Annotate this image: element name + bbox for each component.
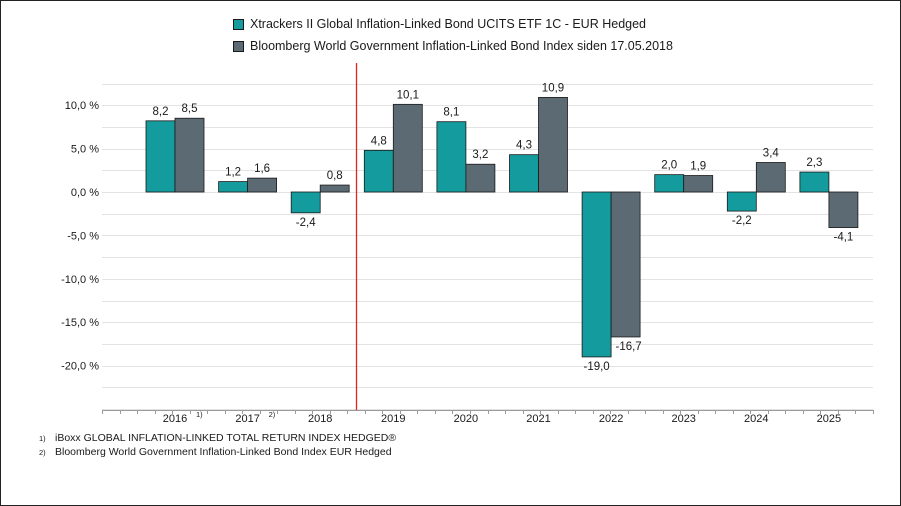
x-tick-label-2023: 2023 xyxy=(671,413,695,425)
data-label-index-2017: 1,6 xyxy=(254,163,270,175)
bar-index-2016 xyxy=(175,118,204,192)
data-label-index-2019: 10,1 xyxy=(397,89,419,101)
x-tick-label-2025: 2025 xyxy=(817,413,841,425)
data-label-index-2018: 0,8 xyxy=(327,170,343,182)
data-label-etf-2023: 2,0 xyxy=(661,160,677,172)
bar-index-2020 xyxy=(466,164,495,192)
footnote-marker-1: 1) xyxy=(39,433,55,446)
data-label-etf-2017: 1,2 xyxy=(225,167,241,179)
y-tick-label-3: -5,0 % xyxy=(67,230,99,242)
footnote-text-2: Bloomberg World Government Inflation-Lin… xyxy=(55,446,392,459)
data-label-etf-2021: 4,3 xyxy=(516,140,532,152)
data-label-index-2016: 8,5 xyxy=(182,103,198,115)
y-tick-label-0: 10,0 % xyxy=(65,100,99,112)
data-label-etf-2024: -2,2 xyxy=(732,215,752,227)
data-label-index-2025: -4,1 xyxy=(833,232,853,244)
bar-index-2017 xyxy=(248,178,277,192)
data-label-etf-2020: 8,1 xyxy=(443,107,459,119)
data-label-index-2023: 1,9 xyxy=(690,161,706,173)
data-label-etf-2022: -19,0 xyxy=(583,361,609,373)
data-label-index-2022: -16,7 xyxy=(615,341,641,353)
bar-etf-2019 xyxy=(364,150,393,192)
x-tick-label-2016: 2016 xyxy=(163,413,187,425)
bar-index-2021 xyxy=(539,97,568,192)
footnote-1: 1) iBoxx GLOBAL INFLATION-LINKED TOTAL R… xyxy=(39,432,396,446)
data-label-etf-2018: -2,4 xyxy=(296,217,316,229)
data-label-etf-2016: 8,2 xyxy=(153,106,169,118)
bar-index-2019 xyxy=(393,104,422,192)
x-tick-label-2017: 2017 xyxy=(235,413,259,425)
bar-etf-2025 xyxy=(800,172,829,192)
bar-etf-2022 xyxy=(582,192,611,357)
x-footnote-marker-2016: 1) xyxy=(196,410,203,419)
x-tick-label-2021: 2021 xyxy=(526,413,550,425)
y-tick-label-1: 5,0 % xyxy=(71,144,99,156)
x-tick-label-2020: 2020 xyxy=(454,413,478,425)
x-tick-label-2019: 2019 xyxy=(381,413,405,425)
data-label-index-2024: 3,4 xyxy=(763,147,780,159)
data-label-etf-2019: 4,8 xyxy=(371,135,387,147)
bar-etf-2024 xyxy=(727,192,756,211)
data-label-etf-2025: 2,3 xyxy=(806,157,822,169)
footnote-marker-2: 2) xyxy=(39,447,55,460)
y-tick-label-6: -20,0 % xyxy=(61,361,99,373)
data-label-index-2020: 3,2 xyxy=(472,149,488,161)
bar-etf-2018 xyxy=(291,192,320,213)
footnote-text-1: iBoxx GLOBAL INFLATION-LINKED TOTAL RETU… xyxy=(55,432,396,445)
bar-index-2025 xyxy=(829,192,858,228)
bar-etf-2017 xyxy=(219,182,248,192)
bar-chart-plot: 10,0 % 5,0 % 0,0 % -5,0 % -10,0 % -15,0 % -20,… xyxy=(1,1,900,431)
bar-etf-2021 xyxy=(510,155,539,192)
x-footnote-marker-2017: 2) xyxy=(269,410,276,419)
y-tick-label-4: -10,0 % xyxy=(61,274,99,286)
footnotes: 1) iBoxx GLOBAL INFLATION-LINKED TOTAL R… xyxy=(39,432,396,459)
data-label-index-2021: 10,9 xyxy=(542,82,564,94)
y-tick-label-5: -15,0 % xyxy=(61,317,99,329)
bar-etf-2023 xyxy=(655,175,684,192)
x-tick-label-2022: 2022 xyxy=(599,413,623,425)
bar-index-2022 xyxy=(611,192,640,337)
x-tick-label-2018: 2018 xyxy=(308,413,332,425)
y-tick-label-2: 0,0 % xyxy=(71,187,99,199)
bar-etf-2016 xyxy=(146,121,175,192)
x-tick-label-2024: 2024 xyxy=(744,413,768,425)
footnote-2: 2) Bloomberg World Government Inflation-… xyxy=(39,446,396,460)
bar-index-2024 xyxy=(756,162,785,192)
bar-etf-2020 xyxy=(437,122,466,192)
bar-index-2018 xyxy=(320,185,349,192)
bar-index-2023 xyxy=(684,176,713,192)
